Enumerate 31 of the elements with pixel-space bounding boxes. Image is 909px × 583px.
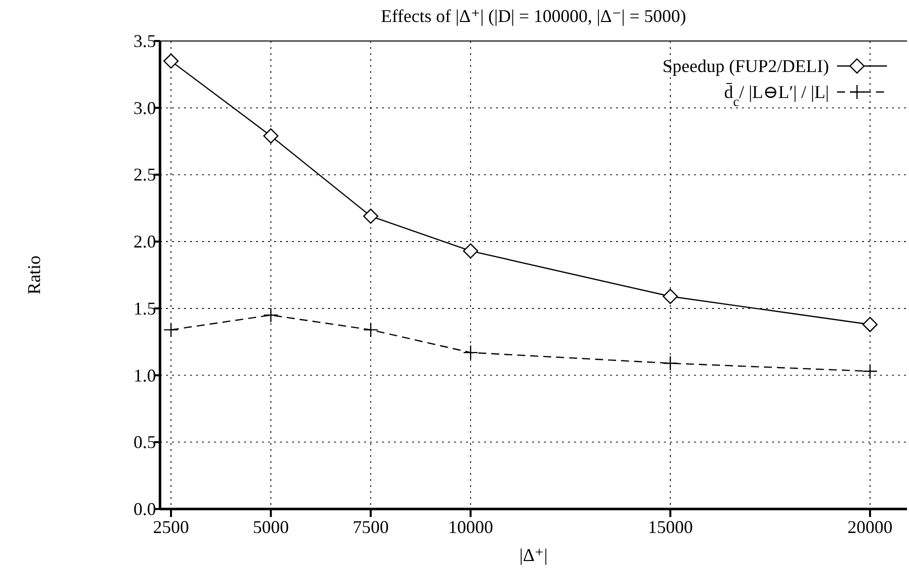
point (462, 243, 478, 259)
y-tick-label: 2.0 (134, 232, 156, 252)
y-axis-title: Ratio (24, 256, 44, 294)
x-tick-label: 10000 (448, 517, 494, 537)
point (662, 288, 678, 304)
legend-label: Speedup (FUP2/DELI) (662, 56, 830, 76)
x-axis-title: |Δ⁺| (519, 545, 548, 565)
y-tick-label: 0.0 (134, 499, 156, 519)
x-tick-label: 7500 (352, 517, 389, 537)
point (263, 128, 278, 144)
y-tick-label: 3.0 (134, 98, 156, 118)
y-tick-label: 1.0 (134, 365, 156, 386)
x-tick-label: 15000 (648, 517, 693, 537)
y-tick-label: 0.5 (134, 432, 156, 452)
point (163, 322, 179, 338)
x-tick-label: 2500 (152, 517, 189, 537)
chart-title: Effects of |Δ⁺| (|D| = 100000, |Δ⁻| = 5000) (380, 6, 686, 26)
x-tick-label: 20000 (848, 517, 893, 537)
x-tick-label: 5000 (252, 517, 289, 537)
point (862, 316, 878, 332)
point (363, 208, 378, 224)
legend-label: d̄$_{c}$/ |L⊖L′| / |L| (724, 82, 829, 108)
y-tick-label: 1.5 (134, 298, 156, 318)
point (263, 308, 278, 323)
point (862, 364, 878, 379)
point (163, 53, 179, 69)
y-tick-label: 2.5 (134, 164, 156, 185)
point (363, 322, 378, 338)
point (662, 356, 678, 371)
point (462, 344, 478, 360)
y-tick-label: 3.5 (134, 31, 156, 51)
